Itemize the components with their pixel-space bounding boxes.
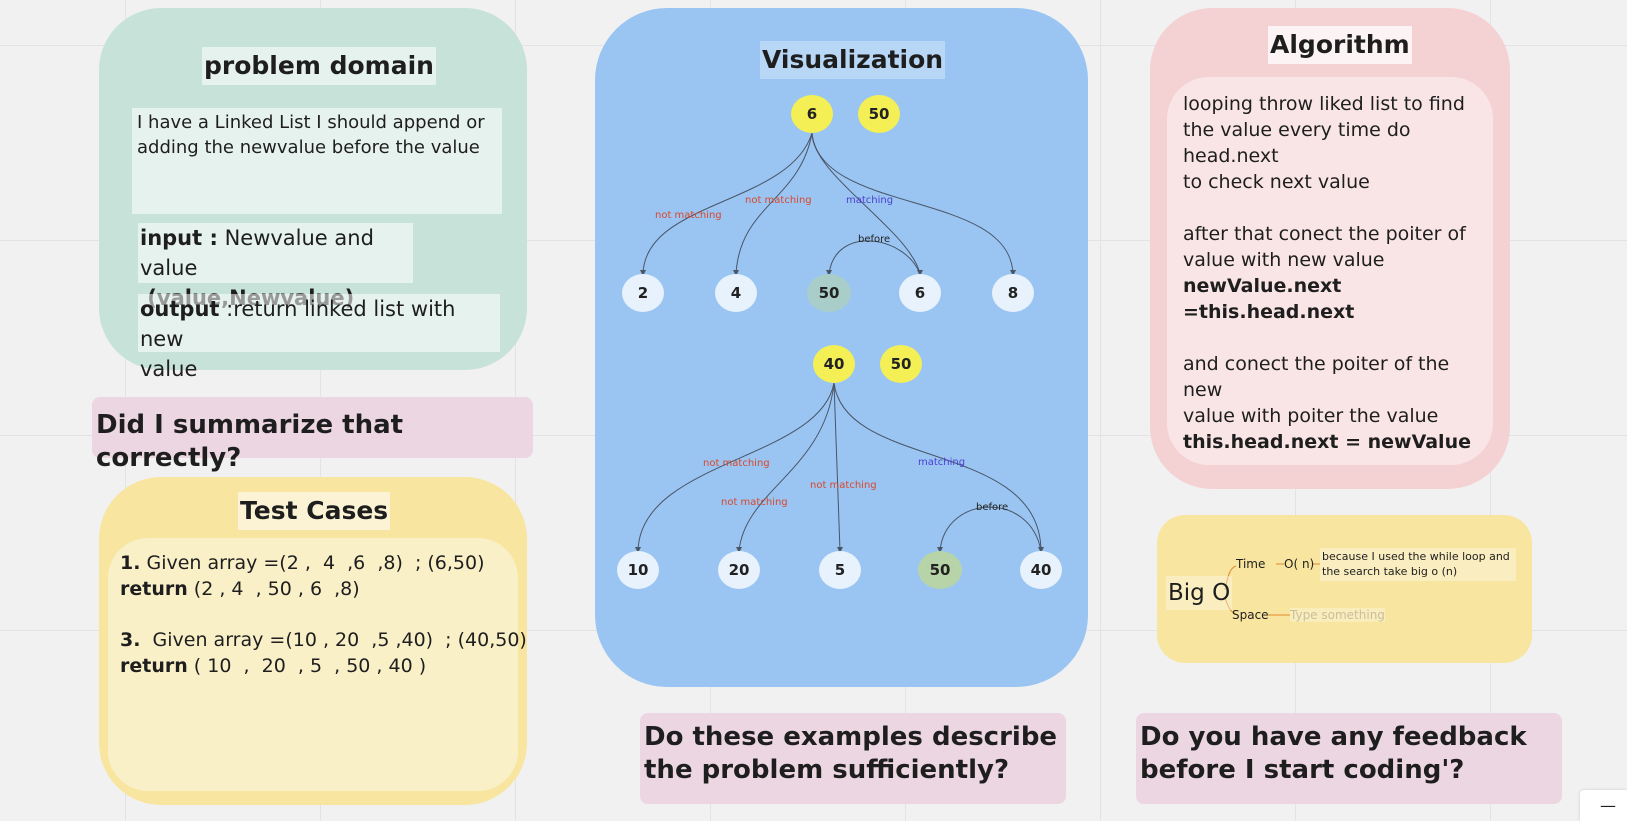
edge-40-to-20 [738, 382, 835, 552]
big-o-panel[interactable] [1157, 515, 1532, 663]
time-note[interactable]: because I used the while loop and the se… [1320, 548, 1516, 581]
description-line-1: I have a Linked List I should append or [137, 112, 485, 133]
description-line-2: adding the newvalue before the value [137, 137, 480, 158]
case1-return: (2 , 4 , 50 , 6 ,8) [187, 578, 360, 600]
tree1-root-node[interactable]: 6 [791, 95, 833, 133]
input-text: Newvalue and value [140, 226, 374, 280]
algorithm-code-1: newValue.next =this.head.next [1183, 275, 1355, 323]
case3-return-label: return [120, 655, 188, 677]
edge-6-to-2 [642, 132, 813, 275]
algorithm-line: looping throw liked list to find [1183, 93, 1465, 115]
algorithm-line: value with new value [1183, 249, 1385, 271]
output-label: output [140, 297, 220, 321]
edge-before-1 [828, 240, 921, 275]
algorithm-inner[interactable] [1167, 77, 1493, 465]
tree2-child-node[interactable]: 5 [819, 551, 861, 589]
input-box[interactable]: input : Newvalue and value (value,Newval… [138, 223, 413, 310]
algorithm-line: after that conect the poiter of [1183, 223, 1466, 245]
tree2-edge-label: not matching [721, 497, 788, 508]
tree1-edge-label: before [858, 234, 891, 245]
time-label[interactable]: Time [1236, 557, 1266, 571]
problem-domain-title: problem domain [202, 47, 436, 85]
space-placeholder[interactable]: Type something [1290, 608, 1385, 622]
case3-num: 3. [120, 629, 141, 651]
tree1-inserted-node[interactable]: 50 [807, 274, 851, 312]
tree1-child-node[interactable]: 2 [622, 274, 664, 312]
tree1-child-node[interactable]: 6 [899, 274, 941, 312]
edge-6-to-8 [811, 132, 1014, 275]
edge-40-to-40 [833, 382, 1042, 552]
tree1-new-node[interactable]: 50 [858, 95, 900, 133]
algorithm-line: to check next value [1183, 171, 1370, 193]
tree2-edge-label: before [976, 502, 1009, 513]
big-o-label[interactable]: Big O [1166, 576, 1233, 610]
tree2-child-node[interactable]: 10 [617, 551, 659, 589]
algorithm-line: head.next [1183, 145, 1279, 167]
edge-before-2 [939, 506, 1042, 552]
minimize-glyph: — [1600, 796, 1616, 815]
tree1-edge-label: matching [846, 195, 894, 206]
output-box[interactable]: output :return linked list with new valu… [138, 294, 500, 381]
tree2-child-node[interactable]: 20 [718, 551, 760, 589]
space-label[interactable]: Space [1232, 608, 1269, 622]
tree2-edge-label: not matching [810, 480, 877, 491]
algorithm-title: Algorithm [1268, 26, 1412, 64]
test-case-1: 1. Given array =(2 , 4 ,6 ,8) ; (6,50) r… [120, 550, 485, 602]
tree1-edge-label: not matching [655, 210, 722, 221]
algorithm-steps: looping throw liked list to find the val… [1183, 91, 1493, 455]
question-feedback[interactable]: Do you have any feedback before I start … [1136, 713, 1562, 804]
tree2-inserted-node[interactable]: 50 [918, 551, 962, 589]
tree2-edge-label: not matching [703, 458, 770, 469]
output-text-2: value [140, 357, 198, 381]
case3-text: Given array =(10 , 20 ,5 ,40) ; (40,50) [140, 629, 527, 651]
algorithm-line: and conect the poiter of the new [1183, 353, 1450, 401]
edge-40-to-10 [637, 382, 835, 552]
minimize-icon[interactable]: — [1580, 790, 1627, 821]
algorithm-line: value with poiter the value [1183, 405, 1439, 427]
input-label: input : [140, 226, 218, 250]
case1-text: Given array =(2 , 4 ,6 ,8) ; (6,50) [140, 552, 485, 574]
algorithm-code-2: this.head.next = newValue [1183, 431, 1471, 453]
edge-40-to-5 [833, 382, 841, 552]
tree2-child-node[interactable]: 40 [1020, 551, 1062, 589]
case1-return-label: return [120, 578, 188, 600]
tree1-child-node[interactable]: 4 [715, 274, 757, 312]
tree1-edge-label: not matching [745, 195, 812, 206]
case3-return: ( 10 , 20 , 5 , 50 , 40 ) [187, 655, 427, 677]
test-cases-title: Test Cases [238, 492, 391, 530]
output-text: :return linked list with new [140, 297, 456, 351]
tree1-child-node[interactable]: 8 [992, 274, 1034, 312]
tree2-root-node[interactable]: 40 [813, 345, 855, 383]
tree2-new-node[interactable]: 50 [880, 345, 922, 383]
problem-description[interactable]: I have a Linked List I should append or … [132, 108, 502, 214]
time-complexity[interactable]: O( n) [1284, 557, 1315, 571]
algorithm-line: the value every time do [1183, 119, 1411, 141]
tree2-edge-label: matching [918, 457, 966, 468]
visualization-title: Visualization [760, 41, 946, 79]
question-examples[interactable]: Do these examples describe the problem s… [640, 713, 1066, 804]
case1-num: 1. [120, 552, 141, 574]
test-cases-inner[interactable] [108, 538, 518, 791]
question-summarize[interactable]: Did I summarize that correctly? [92, 397, 533, 473]
edge-6-to-4 [735, 132, 813, 275]
test-case-3: 3. Given array =(10 , 20 ,5 ,40) ; (40,5… [120, 627, 527, 679]
